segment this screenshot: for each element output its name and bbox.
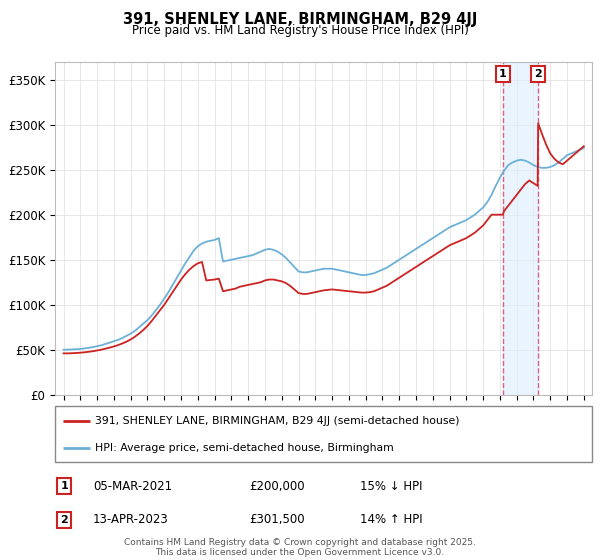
Text: £301,500: £301,500 <box>249 513 305 526</box>
Bar <box>503 62 538 395</box>
Text: 1: 1 <box>61 481 68 491</box>
Text: 15% ↓ HPI: 15% ↓ HPI <box>360 479 422 493</box>
Text: Price paid vs. HM Land Registry's House Price Index (HPI): Price paid vs. HM Land Registry's House … <box>131 24 469 37</box>
Text: 2: 2 <box>61 515 68 525</box>
Text: 13-APR-2023: 13-APR-2023 <box>93 513 169 526</box>
Text: 391, SHENLEY LANE, BIRMINGHAM, B29 4JJ: 391, SHENLEY LANE, BIRMINGHAM, B29 4JJ <box>123 12 477 27</box>
Text: 05-MAR-2021: 05-MAR-2021 <box>93 479 172 493</box>
Text: Contains HM Land Registry data © Crown copyright and database right 2025.
This d: Contains HM Land Registry data © Crown c… <box>124 538 476 557</box>
Text: HPI: Average price, semi-detached house, Birmingham: HPI: Average price, semi-detached house,… <box>95 443 394 453</box>
Text: 1: 1 <box>499 69 506 79</box>
Text: 14% ↑ HPI: 14% ↑ HPI <box>360 513 422 526</box>
FancyBboxPatch shape <box>55 406 592 462</box>
Text: £200,000: £200,000 <box>249 479 305 493</box>
Text: 2: 2 <box>534 69 542 79</box>
Text: 391, SHENLEY LANE, BIRMINGHAM, B29 4JJ (semi-detached house): 391, SHENLEY LANE, BIRMINGHAM, B29 4JJ (… <box>95 416 460 426</box>
